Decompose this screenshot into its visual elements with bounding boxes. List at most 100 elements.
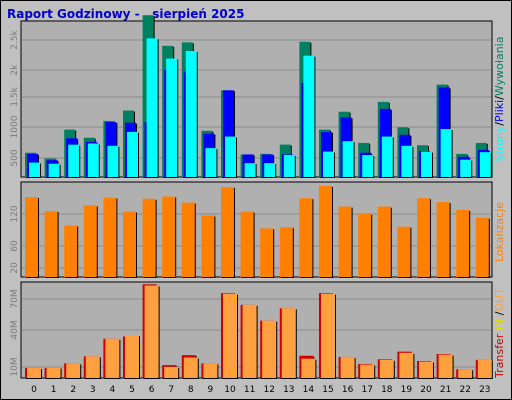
legend-strony: Strony <box>493 125 506 161</box>
hour-tick-label: 1 <box>51 385 57 395</box>
strony-bar <box>185 51 197 177</box>
lokalizacje-bar <box>162 196 176 277</box>
hour-tick-label: 2 <box>70 385 76 395</box>
strony-bar <box>29 162 40 177</box>
legend-in: IN <box>493 319 506 330</box>
strony-bar <box>225 136 236 177</box>
lokalizacje-bar <box>319 185 332 277</box>
lokalizacje-bar <box>201 215 215 277</box>
lokalizacje-bar <box>83 205 97 277</box>
locations-legend: Lokalizacje <box>493 202 506 262</box>
legend-slash-1: / <box>493 122 506 126</box>
hour-tick-label: 20 <box>420 385 432 395</box>
hour-tick-label: 7 <box>168 385 174 395</box>
transfer-out-bar <box>301 358 316 378</box>
lokalizacje-bar <box>142 198 156 277</box>
lokalizacje-bar <box>338 206 352 277</box>
hour-tick-label: 22 <box>459 385 470 395</box>
hour-tick-label: 10 <box>224 385 236 395</box>
lokalizacje-bar <box>260 228 274 277</box>
strony-bar <box>87 143 99 177</box>
hour-tick-label: 8 <box>188 385 194 395</box>
transfer-out-bar <box>340 356 355 378</box>
hour-tick-label: 18 <box>381 385 393 395</box>
strony-bar <box>264 163 276 177</box>
locations-y-tick-label: 20 <box>10 262 20 274</box>
strony-bar <box>127 131 138 177</box>
hour-tick-label: 19 <box>401 385 413 395</box>
hour-tick-label: 3 <box>90 385 96 395</box>
legend-out: OUT <box>493 288 506 312</box>
strony-bar <box>68 144 80 177</box>
transfer-out-bar <box>321 293 335 378</box>
transfer-out-bar <box>105 338 120 378</box>
transfer-out-bar <box>85 356 100 378</box>
transfer-legend: Transfer IN /OUT <box>493 288 506 379</box>
requests-y-tick-label: 1.5k <box>10 86 20 106</box>
strony-bar <box>479 152 491 177</box>
hour-tick-label: 14 <box>303 385 315 395</box>
hour-tick-label: 9 <box>208 385 214 395</box>
hour-tick-label: 21 <box>440 385 451 395</box>
strony-bar <box>460 159 472 177</box>
strony-bar <box>381 136 393 177</box>
hour-tick-label: 15 <box>322 385 333 395</box>
transfer-out-bar <box>144 285 159 378</box>
hour-tick-label: 5 <box>129 385 135 395</box>
transfer-out-bar <box>164 366 179 378</box>
lokalizacje-bar <box>279 227 293 277</box>
requests-legend: Strony/Pliki/Wywołania <box>493 37 506 162</box>
transfer-out-bar <box>183 357 198 378</box>
lokalizacje-bar <box>436 202 450 277</box>
report-title: Raport Godzinowy - sierpień 2025 <box>7 7 244 21</box>
transfer-out-bar <box>66 363 81 378</box>
strony-bar <box>440 129 452 177</box>
strony-bar <box>342 141 354 177</box>
transfer-y-tick-label: 70M <box>10 289 20 308</box>
legend-pliki: Pliki <box>493 100 506 122</box>
lokalizacje-bar <box>44 211 58 277</box>
hour-tick-label: 23 <box>479 385 490 395</box>
report-title-period: sierpień 2025 <box>152 7 245 21</box>
strony-bar <box>107 145 119 177</box>
transfer-out-bar <box>477 359 492 378</box>
strony-bar <box>362 155 374 177</box>
strony-bar <box>205 148 217 177</box>
locations-y-tick-label: 120 <box>10 205 20 222</box>
strony-bar <box>303 55 315 177</box>
strony-bar <box>244 163 256 177</box>
legend-slash-2: / <box>493 96 506 100</box>
transfer-out-bar <box>27 368 41 378</box>
strony-bar <box>323 151 334 177</box>
transfer-out-bar <box>125 335 139 378</box>
strony-bar <box>421 151 432 177</box>
lokalizacje-bar <box>123 211 136 277</box>
locations-y-tick-label: 60 <box>10 240 20 252</box>
transfer-out-bar <box>242 304 257 378</box>
lokalizacje-bar <box>240 211 254 277</box>
strony-bar <box>48 163 60 177</box>
transfer-y-tick-label: 10M <box>10 357 20 376</box>
lokalizacje-bar <box>358 213 372 277</box>
locations-plot-area <box>20 181 493 278</box>
lokalizacje-bar <box>456 209 470 277</box>
lokalizacje-bar <box>103 197 117 277</box>
hour-tick-label: 11 <box>244 385 255 395</box>
lokalizacje-bar <box>181 202 195 277</box>
transfer-out-bar <box>438 354 453 378</box>
lokalizacje-bar <box>25 197 38 277</box>
requests-y-tick-label: 2k <box>10 64 20 76</box>
lokalizacje-bar <box>475 217 489 277</box>
transfer-out-bar <box>399 352 414 378</box>
hour-tick-label: 0 <box>31 385 37 395</box>
lokalizacje-bar <box>397 226 411 277</box>
transfer-y-tick-label: 40M <box>10 320 20 339</box>
strony-bar <box>283 155 295 177</box>
strony-bar <box>146 38 158 178</box>
requests-y-tick-label: 500 <box>10 149 20 166</box>
transfer-out-bar <box>419 361 433 378</box>
transfer-out-bar <box>223 293 237 378</box>
report-title-label: Raport Godzinowy - <box>7 7 140 21</box>
requests-y-tick-label: 1000 <box>10 115 20 138</box>
